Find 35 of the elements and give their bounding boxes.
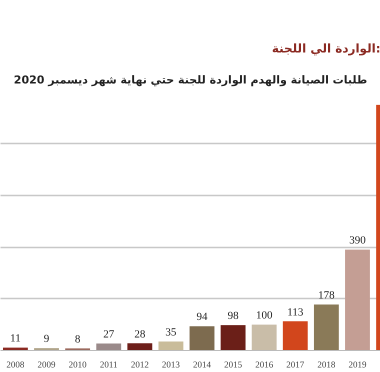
data-label: 178 [318, 289, 336, 302]
bar [158, 341, 184, 350]
data-label: 100 [256, 310, 273, 322]
x-tick-label: 2008 [6, 360, 25, 370]
bar [127, 343, 152, 350]
x-tick-label: 2015 [224, 360, 243, 370]
bar [345, 250, 370, 350]
data-label: 8 [74, 333, 81, 346]
bar [314, 304, 339, 350]
data-label: 9 [44, 333, 50, 346]
x-tick-label: 2010 [68, 360, 88, 370]
bar [190, 326, 214, 350]
data-label: 35 [165, 326, 177, 338]
x-tick-label: 2017 [286, 360, 305, 370]
bar [252, 324, 277, 350]
data-label: 98 [228, 310, 240, 322]
chart-title: الواردة الي اللجنة: [272, 42, 380, 56]
x-tick-label: 2014 [193, 360, 212, 370]
x-tick-label: 2011 [100, 360, 118, 370]
x-tick-label: 2013 [162, 360, 180, 370]
bar [96, 344, 122, 350]
chart-subtitle: طلبات الصيانة والهدم الواردة للجنة حتي نهاية شهر ديسمبر 2020 [14, 74, 368, 86]
bar [220, 325, 246, 350]
data-label: 28 [134, 328, 146, 340]
x-tick-label: 2009 [38, 360, 56, 370]
x-tick-label: 2016 [255, 360, 274, 370]
bar [282, 321, 308, 350]
data-label: 94 [196, 311, 208, 324]
data-label: 11 [10, 332, 21, 345]
data-label: 390 [349, 234, 366, 247]
x-tick-label: 2018 [317, 360, 336, 370]
x-tick-label: 2019 [348, 360, 367, 370]
data-label: 27 [103, 328, 115, 341]
x-tick-label: 2012 [130, 360, 149, 370]
data-label: 113 [287, 306, 304, 318]
